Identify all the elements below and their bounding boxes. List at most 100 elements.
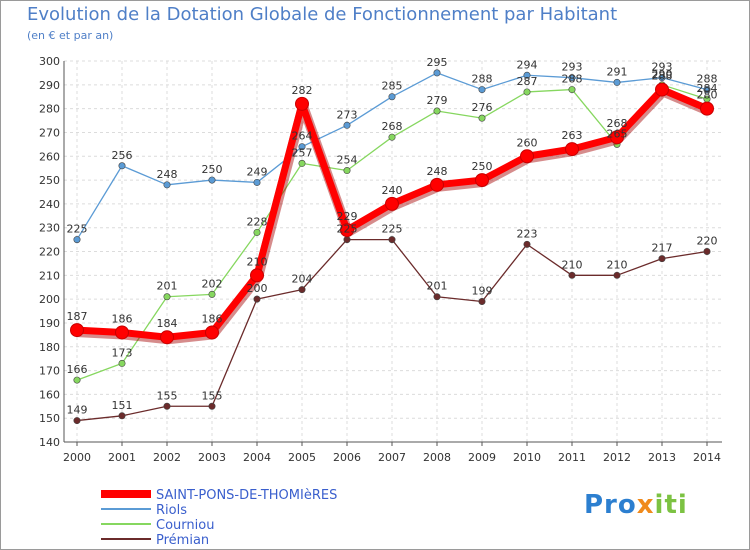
x-tick-label: 2002 bbox=[153, 451, 181, 464]
data-label: 294 bbox=[517, 58, 538, 71]
x-tick-label: 2006 bbox=[333, 451, 361, 464]
data-label: 200 bbox=[247, 282, 268, 295]
legend-label: Courniou bbox=[156, 518, 214, 533]
logo-part-pro: Pro bbox=[584, 490, 637, 520]
data-label: 293 bbox=[652, 61, 673, 74]
data-point bbox=[478, 114, 486, 122]
data-point bbox=[205, 325, 219, 340]
data-label: 256 bbox=[112, 149, 133, 162]
x-tick-label: 2012 bbox=[603, 451, 631, 464]
data-label: 187 bbox=[67, 310, 88, 323]
data-point bbox=[613, 78, 621, 86]
data-label: 288 bbox=[472, 73, 493, 86]
data-point bbox=[475, 173, 489, 188]
data-point bbox=[208, 402, 216, 410]
data-point bbox=[115, 325, 129, 340]
y-tick-label: 190 bbox=[39, 317, 60, 330]
data-label: 265 bbox=[607, 127, 628, 140]
data-label: 264 bbox=[292, 130, 313, 143]
data-label: 186 bbox=[202, 312, 223, 325]
x-tick-label: 2010 bbox=[513, 451, 541, 464]
data-point bbox=[568, 271, 576, 279]
x-tick-label: 2000 bbox=[63, 451, 91, 464]
data-label: 223 bbox=[517, 227, 538, 240]
data-label: 254 bbox=[337, 154, 358, 167]
data-label: 155 bbox=[202, 389, 223, 402]
y-tick-label: 170 bbox=[39, 365, 60, 378]
data-label: 210 bbox=[562, 258, 583, 271]
data-label: 257 bbox=[292, 146, 313, 159]
data-point bbox=[523, 71, 531, 79]
y-tick-label: 290 bbox=[39, 79, 60, 92]
data-label: 282 bbox=[292, 84, 313, 97]
data-point bbox=[703, 248, 711, 256]
data-point bbox=[385, 196, 399, 211]
data-label: 217 bbox=[652, 242, 673, 255]
y-tick-label: 270 bbox=[39, 126, 60, 139]
data-label: 186 bbox=[112, 312, 133, 325]
data-label: 248 bbox=[427, 165, 448, 178]
grid bbox=[64, 60, 722, 443]
data-label: 184 bbox=[157, 317, 178, 330]
data-label: 280 bbox=[697, 89, 718, 102]
y-tick-label: 150 bbox=[39, 412, 60, 425]
legend-label: Riols bbox=[156, 503, 187, 518]
data-point bbox=[298, 286, 306, 294]
data-point bbox=[163, 402, 171, 410]
data-label: 285 bbox=[382, 80, 403, 93]
y-tick-label: 200 bbox=[39, 293, 60, 306]
legend-label: Prémian bbox=[156, 533, 209, 548]
chart-title: Evolution de la Dotation Globale de Fonc… bbox=[27, 4, 618, 25]
x-tick-label: 2001 bbox=[108, 451, 136, 464]
data-label: 210 bbox=[607, 258, 628, 271]
data-point bbox=[568, 74, 576, 82]
data-label: 202 bbox=[202, 277, 223, 290]
data-point bbox=[568, 86, 576, 94]
data-point bbox=[73, 376, 81, 384]
data-label: 263 bbox=[562, 129, 583, 142]
data-point bbox=[298, 143, 306, 151]
data-label: 225 bbox=[337, 223, 358, 236]
y-tick-label: 160 bbox=[39, 388, 60, 401]
data-point bbox=[565, 142, 579, 157]
chart-subtitle: (en € et par an) bbox=[27, 29, 114, 42]
data-point bbox=[520, 149, 534, 164]
data-label: 166 bbox=[67, 363, 88, 376]
data-point bbox=[343, 121, 351, 129]
data-label: 273 bbox=[337, 108, 358, 121]
data-point bbox=[703, 86, 711, 94]
data-label: 290 bbox=[652, 68, 673, 81]
data-label: 201 bbox=[427, 280, 448, 293]
data-point bbox=[658, 74, 666, 82]
data-label: 201 bbox=[157, 280, 178, 293]
data-label: 228 bbox=[247, 215, 268, 228]
y-tick-label: 210 bbox=[39, 269, 60, 282]
data-point bbox=[388, 133, 396, 141]
data-point bbox=[160, 330, 174, 345]
data-point bbox=[655, 82, 669, 97]
proxiti-logo: Proxiti bbox=[584, 490, 688, 520]
x-tick-label: 2003 bbox=[198, 451, 226, 464]
data-point bbox=[118, 162, 126, 170]
data-label: 268 bbox=[607, 117, 628, 130]
data-label: 260 bbox=[517, 136, 538, 149]
x-tick-label: 2005 bbox=[288, 451, 316, 464]
data-point bbox=[208, 290, 216, 298]
data-point bbox=[388, 93, 396, 101]
data-point bbox=[73, 417, 81, 425]
data-point bbox=[433, 69, 441, 77]
data-label: 276 bbox=[472, 101, 493, 114]
data-point bbox=[340, 223, 354, 238]
data-label: 249 bbox=[247, 165, 268, 178]
series-lines bbox=[70, 69, 714, 425]
x-tick-label: 2008 bbox=[423, 451, 451, 464]
y-tick-label: 280 bbox=[39, 103, 60, 116]
data-point bbox=[343, 236, 351, 244]
data-point bbox=[610, 130, 624, 145]
data-label: 284 bbox=[697, 82, 718, 95]
data-point bbox=[253, 295, 261, 303]
logo-part-x: x bbox=[636, 490, 655, 520]
y-tick-label: 260 bbox=[39, 150, 60, 163]
